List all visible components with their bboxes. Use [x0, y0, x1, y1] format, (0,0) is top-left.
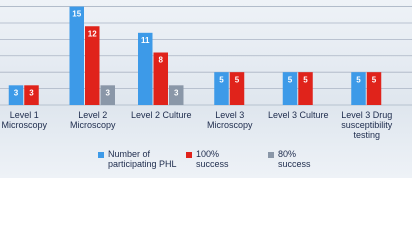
value-label: 5: [356, 75, 361, 84]
legend-label: 80% success: [278, 149, 311, 169]
value-label: 3: [106, 88, 111, 97]
bar: [138, 32, 153, 105]
value-label: 5: [219, 75, 224, 84]
value-label: 5: [372, 75, 377, 84]
bar: [8, 85, 24, 105]
x-tick-label: Level 3 Microscopy: [206, 110, 253, 130]
legend-label: Number of participating PHL: [108, 149, 177, 169]
bar: [351, 72, 366, 105]
value-label: 15: [72, 10, 81, 19]
value-label: 3: [29, 88, 34, 97]
x-tick-label: Level 2 Microscopy: [69, 110, 116, 130]
bar: [85, 26, 100, 105]
bar: [229, 72, 245, 105]
bar: [366, 72, 382, 105]
value-label: 5: [288, 75, 293, 84]
bar: [298, 72, 313, 105]
legend-swatch: [268, 152, 274, 158]
x-tick-label: Level 1 Microscopy: [1, 110, 47, 130]
bar: [153, 52, 168, 105]
value-label: 5: [235, 75, 240, 84]
value-label: 8: [159, 56, 164, 65]
value-label: 11: [141, 36, 150, 45]
bar: [100, 85, 115, 105]
bar: [169, 85, 184, 105]
bar: [282, 72, 298, 105]
bar: [214, 72, 229, 105]
plot-area: 3 3 15 12 3 11 8 3 5 5 5 5 5 5: [0, 6, 412, 106]
legend-swatch: [98, 152, 104, 158]
value-label: 3: [14, 88, 19, 97]
x-tick-label: Level 2 Culture: [130, 110, 192, 120]
value-label: 5: [303, 75, 308, 84]
value-label: 3: [174, 88, 179, 97]
legend-swatch: [186, 152, 192, 158]
x-tick-label: Level 3 Drug susceptibility testing: [341, 110, 393, 140]
bar: [24, 85, 39, 105]
value-label: 12: [88, 29, 97, 38]
legend-label: 100% success: [196, 149, 229, 169]
x-tick-label: Level 3 Culture: [267, 110, 329, 120]
chart: 3 3 15 12 3 11 8 3 5 5 5 5 5 5 Level 1 Microscopy Leve…: [0, 0, 412, 178]
bar: [69, 6, 84, 105]
